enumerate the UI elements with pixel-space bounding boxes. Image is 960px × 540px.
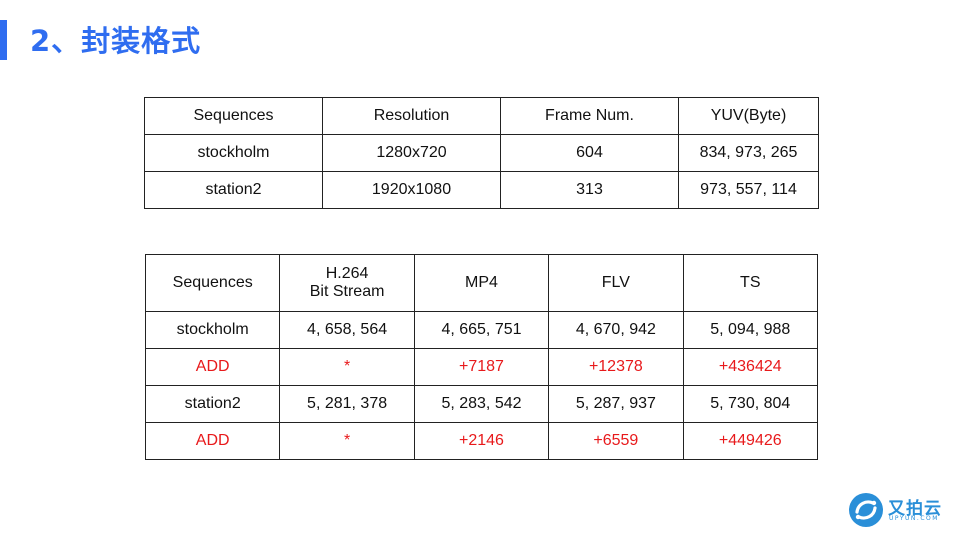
slide-title: 2、封装格式 [30, 24, 202, 58]
table-row-add: ADD * +2146 +6559 +449426 [144, 422, 819, 460]
table-cell: station2 [144, 385, 281, 423]
table-row: station2 1920x1080 313 973, 557, 114 [144, 171, 819, 209]
header-line: Bit Stream [309, 283, 385, 300]
header-cell: MP4 [413, 254, 550, 312]
table-header-row: Sequences Resolution Frame Num. YUV(Byte… [144, 97, 819, 135]
logo-text-en: UPYUN.COM [889, 515, 939, 522]
table-cell: 4, 658, 564 [279, 311, 415, 349]
header-cell: YUV(Byte) [678, 97, 819, 135]
table-row: stockholm 4, 658, 564 4, 665, 751 4, 670… [144, 311, 819, 349]
table-cell: * [279, 348, 415, 386]
table-cell: 4, 665, 751 [413, 311, 550, 349]
table-cell: 4, 670, 942 [548, 311, 684, 349]
header-cell: FLV [548, 254, 684, 312]
header-cell: Frame Num. [500, 97, 679, 135]
table-cell: * [279, 422, 415, 460]
table-cell: ADD [144, 422, 281, 460]
table-cell: 973, 557, 114 [678, 171, 819, 209]
table-cell: stockholm [144, 134, 323, 172]
upyun-logo-icon [849, 493, 883, 527]
table-cell: 5, 283, 542 [413, 385, 550, 423]
table-cell: +6559 [548, 422, 684, 460]
logo-text-cn: 又拍云 [888, 499, 942, 519]
table-cell: 5, 287, 937 [548, 385, 684, 423]
header-line: H.264 [325, 265, 369, 282]
table-cell: 5, 730, 804 [682, 385, 819, 423]
table-cell: 604 [500, 134, 679, 172]
table-cell: station2 [144, 171, 323, 209]
table-cell: +436424 [682, 348, 819, 386]
resolution-table: Sequences Resolution Frame Num. YUV(Byte… [144, 97, 819, 209]
table-row-add: ADD * +7187 +12378 +436424 [144, 348, 819, 386]
title-accent-bar [0, 20, 7, 60]
table-cell: ADD [144, 348, 281, 386]
header-cell: Sequences [144, 97, 323, 135]
table-cell: 5, 094, 988 [682, 311, 819, 349]
table-cell: 834, 973, 265 [678, 134, 819, 172]
table-cell: 5, 281, 378 [279, 385, 415, 423]
table-header-row: Sequences H.264 Bit Stream MP4 FLV TS [144, 254, 819, 312]
table-cell: +12378 [548, 348, 684, 386]
header-cell: Resolution [322, 97, 501, 135]
table-cell: 1920x1080 [322, 171, 501, 209]
header-cell: Sequences [144, 254, 281, 312]
container-format-table: Sequences H.264 Bit Stream MP4 FLV TS st… [144, 254, 819, 460]
table-row: stockholm 1280x720 604 834, 973, 265 [144, 134, 819, 172]
table-cell: 313 [500, 171, 679, 209]
table-cell: 1280x720 [322, 134, 501, 172]
upyun-logo: 又拍云 UPYUN.COM [848, 492, 948, 532]
table-cell: stockholm [144, 311, 281, 349]
table-row: station2 5, 281, 378 5, 283, 542 5, 287,… [144, 385, 819, 423]
header-cell-h264: H.264 Bit Stream [279, 254, 415, 312]
header-cell: TS [682, 254, 819, 312]
table-cell: +7187 [413, 348, 550, 386]
table-cell: +2146 [413, 422, 550, 460]
table-cell: +449426 [682, 422, 819, 460]
